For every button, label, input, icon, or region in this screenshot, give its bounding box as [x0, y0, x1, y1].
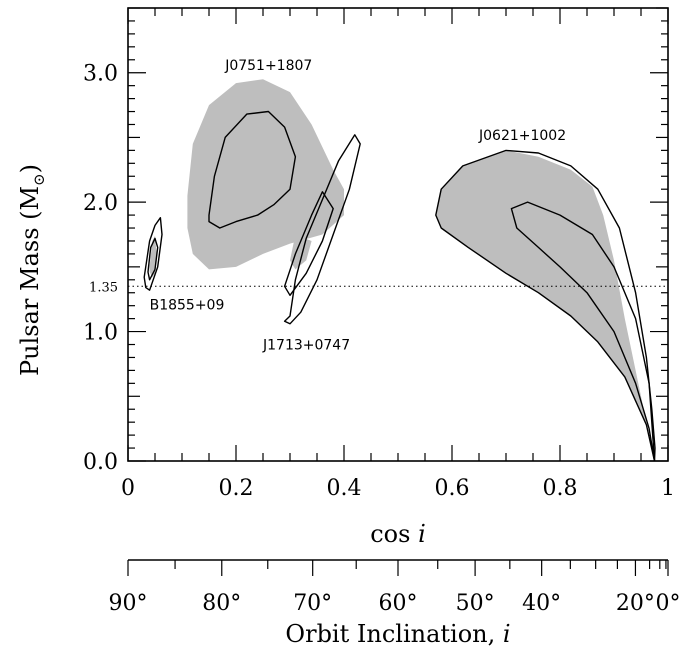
series-label-j0751-1807: J0751+1807	[224, 58, 312, 74]
shaded-region-j1713-0747	[290, 234, 312, 270]
x-tick-label-0.4: 0.4	[327, 476, 362, 501]
contour-j0751-1807-1	[208, 110, 297, 229]
secondary-tick-label-40: 40°	[522, 591, 561, 616]
series-labels: J0751+1807 B1855+09 J1713+0747 J0621+1002	[150, 58, 567, 354]
y-tick-label-1.0: 1.0	[83, 321, 118, 346]
contour-j0621-1002-1	[435, 149, 656, 461]
secondary-tick-label-60: 60°	[379, 591, 418, 616]
contour-j1713-0747-2	[283, 191, 334, 296]
tick-labels: 0 0.2 0.4 0.6 0.8 1 0.0 1.0 2.0 3.0 90° 80° 70° 60° 50…	[83, 62, 681, 616]
tick-marks	[127, 7, 669, 576]
y-tick-label-2.0: 2.0	[83, 191, 118, 216]
contour-lines	[143, 110, 656, 461]
contour-j0621-1002-2	[510, 201, 656, 461]
x-tick-label-1: 1	[661, 476, 675, 501]
x-tick-label-0.6: 0.6	[435, 476, 470, 501]
x-tick-label-0.2: 0.2	[219, 476, 254, 501]
secondary-axis-title: Orbit Inclination, i	[285, 620, 510, 648]
contour-b1855-09-2	[147, 237, 159, 281]
contour-b1855-09-1	[143, 217, 163, 291]
x-tick-label-0: 0	[121, 476, 135, 501]
secondary-tick-label-70: 70°	[293, 591, 332, 616]
series-label-b1855-09: B1855+09	[150, 298, 225, 314]
reference-line-group: 1.35	[89, 280, 668, 295]
reference-line-label: 1.35	[89, 280, 118, 295]
y-tick-label-0.0: 0.0	[83, 450, 118, 475]
shaded-region-j0751-1807	[187, 79, 344, 270]
contour-j1713-0747-1	[283, 134, 361, 325]
secondary-tick-label-20: 20°	[616, 591, 655, 616]
series-label-j1713-0747: J1713+0747	[262, 338, 350, 354]
x-tick-label-0.8: 0.8	[543, 476, 578, 501]
secondary-tick-label-50: 50°	[456, 591, 495, 616]
series-label-j0621-1002: J0621+1002	[478, 128, 566, 144]
y-axis-title: Pulsar Mass (M⊙)	[16, 164, 48, 376]
secondary-tick-label-0: 0°	[656, 591, 681, 616]
secondary-tick-label-90: 90°	[109, 591, 148, 616]
y-tick-label-3.0: 3.0	[83, 62, 118, 87]
shaded-regions	[149, 79, 655, 461]
x-axis-title: cos i	[370, 520, 426, 548]
secondary-tick-label-80: 80°	[202, 591, 241, 616]
shaded-region-j0621-1002	[435, 150, 655, 461]
